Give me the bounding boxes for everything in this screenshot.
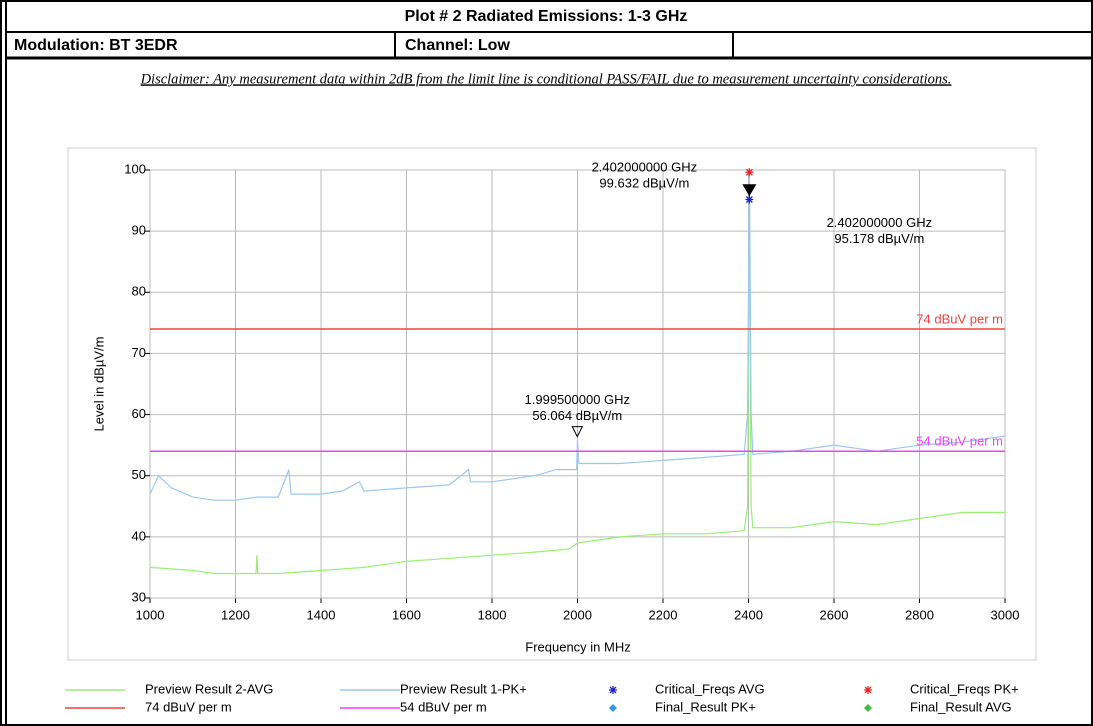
y-tick-label: 90: [132, 223, 146, 238]
legend-label: Preview Result 1-PK+: [400, 681, 527, 696]
x-tick-label: 1400: [307, 607, 336, 622]
legend-label: Critical_Freqs PK+: [910, 681, 1019, 696]
x-tick-label: 2000: [563, 607, 592, 622]
y-tick-label: 70: [132, 345, 146, 360]
x-tick-label: 1600: [392, 607, 421, 622]
legend-label: Final_Result AVG: [910, 699, 1012, 714]
legend-swatch: [864, 686, 872, 694]
legend-label: Critical_Freqs AVG: [655, 681, 765, 696]
x-tick-label: 3000: [991, 607, 1020, 622]
data-point: [745, 195, 754, 204]
annotation-text: 95.178 dBµV/m: [834, 231, 924, 246]
annotation-text: 2.402000000 GHz: [827, 215, 933, 230]
legend-label: 74 dBuV per m: [145, 699, 232, 714]
legend-swatch: [609, 686, 617, 694]
annotation-text: 2.402000000 GHz: [592, 160, 698, 175]
modulation: Modulation: BT 3EDR: [14, 37, 178, 54]
x-tick-label: 1800: [478, 607, 507, 622]
annotation-text: 99.632 dBµV/m: [599, 176, 689, 191]
y-tick-label: 60: [132, 406, 146, 421]
annotation-text: 56.064 dBµV/m: [532, 408, 622, 423]
legend-label: 54 dBuV per m: [400, 699, 487, 714]
legend-swatch: [609, 704, 617, 712]
disclaimer: Disclaimer: Any measurement data within …: [140, 71, 952, 87]
y-axis-label: Level in dBµV/m: [91, 337, 106, 432]
x-tick-label: 2400: [734, 607, 763, 622]
x-tick-label: 1000: [136, 607, 165, 622]
y-tick-label: 40: [132, 528, 146, 543]
legend-swatch: [864, 704, 872, 712]
annotation-text: 1.999500000 GHz: [525, 392, 631, 407]
series-line: [149, 172, 1006, 501]
x-axis-label: Frequency in MHz: [525, 639, 630, 654]
y-tick-label: 50: [132, 467, 146, 482]
x-tick-label: 2600: [820, 607, 849, 622]
page-title: Plot # 2 Radiated Emissions: 1-3 GHz: [405, 8, 688, 25]
limit-label: 54 dBuV per m: [916, 434, 1003, 449]
data-point: [745, 168, 754, 177]
x-tick-label: 1200: [221, 607, 250, 622]
limit-label: 74 dBuV per m: [916, 311, 1003, 326]
y-tick-label: 100: [124, 161, 146, 176]
marker-triangle: [742, 184, 757, 197]
series-line: [149, 199, 1005, 575]
channel: Channel: Low: [405, 37, 510, 54]
y-tick-label: 30: [132, 589, 146, 604]
chart-frame: [67, 147, 1037, 661]
x-tick-label: 2800: [905, 607, 934, 622]
marker-triangle: [571, 426, 584, 438]
x-tick-label: 2200: [649, 607, 678, 622]
legend-label: Final_Result PK+: [655, 699, 756, 714]
y-tick-label: 80: [132, 284, 146, 299]
legend-label: Preview Result 2-AVG: [145, 681, 273, 696]
